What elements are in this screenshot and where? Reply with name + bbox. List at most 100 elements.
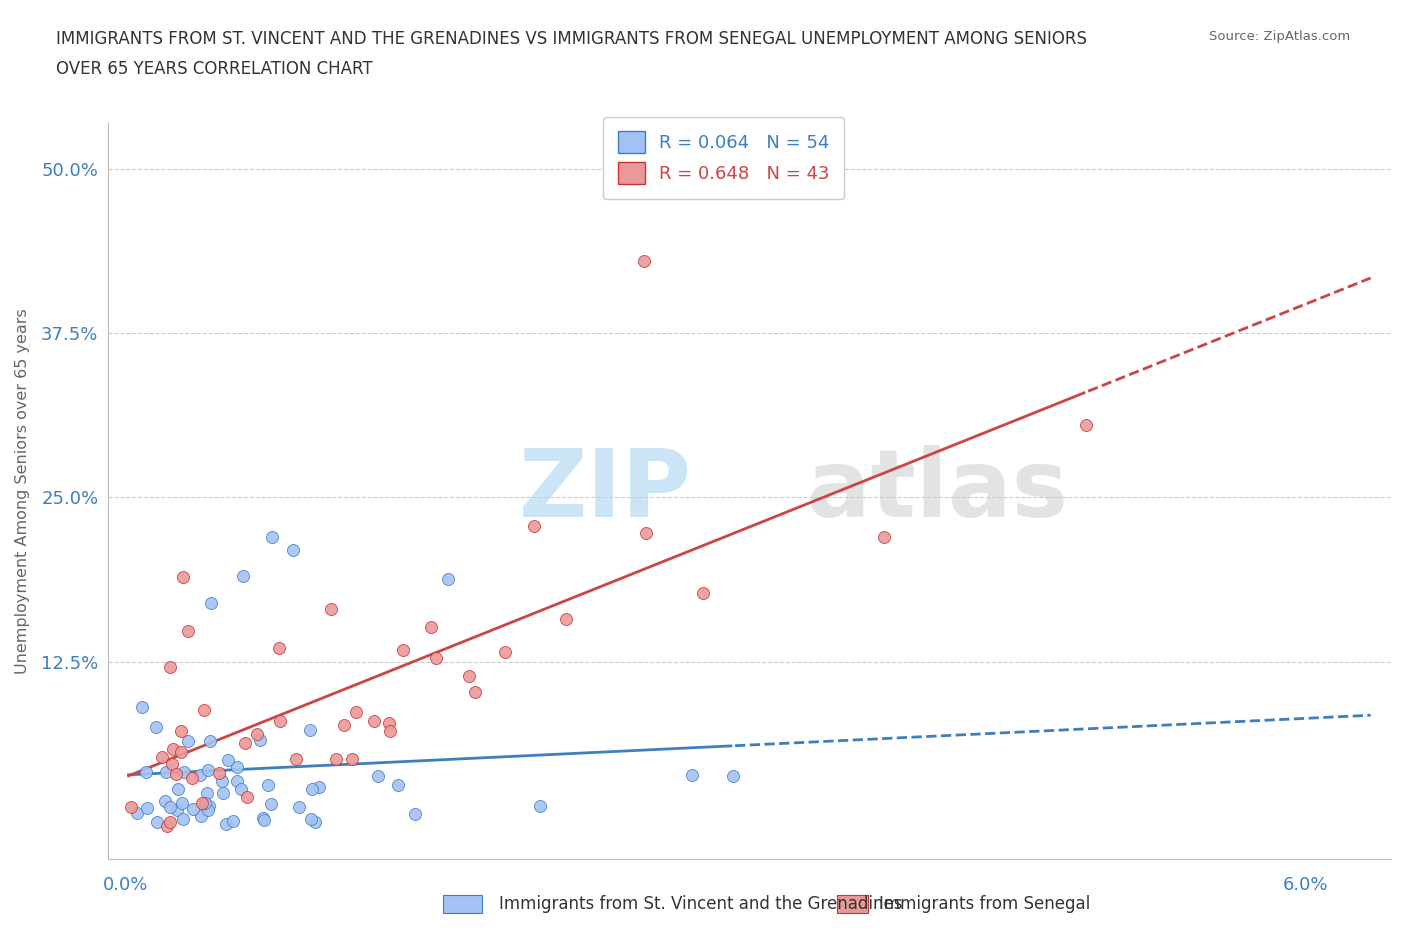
Point xyxy=(287,800,309,815)
Point xyxy=(436,572,458,587)
Text: Immigrants from St. Vincent and the Grenadines: Immigrants from St. Vincent and the Gren… xyxy=(499,895,903,913)
Point xyxy=(523,519,546,534)
Point xyxy=(135,764,157,779)
Legend: R = 0.064   N = 54, R = 0.648   N = 43: R = 0.064 N = 54, R = 0.648 N = 43 xyxy=(603,117,845,199)
Point xyxy=(198,734,221,749)
Point xyxy=(633,253,655,268)
Point xyxy=(135,801,157,816)
Point xyxy=(340,751,363,766)
Point xyxy=(378,723,401,737)
Text: Source: ZipAtlas.com: Source: ZipAtlas.com xyxy=(1209,30,1350,43)
Point xyxy=(325,751,347,766)
Point xyxy=(217,752,239,767)
Point xyxy=(269,713,291,728)
Point xyxy=(214,817,236,831)
Point xyxy=(166,803,188,817)
Text: OVER 65 YEARS CORRELATION CHART: OVER 65 YEARS CORRELATION CHART xyxy=(56,60,373,78)
Text: 6.0%: 6.0% xyxy=(1284,876,1329,895)
Point xyxy=(225,774,247,789)
Point xyxy=(634,525,657,540)
Point xyxy=(260,529,283,544)
Point xyxy=(873,529,896,544)
Point xyxy=(167,781,190,796)
Point xyxy=(120,799,142,814)
Point xyxy=(344,705,367,720)
Text: ZIP: ZIP xyxy=(519,445,692,537)
Point xyxy=(281,542,304,557)
Point xyxy=(387,777,409,792)
Point xyxy=(308,779,330,794)
Point xyxy=(145,719,167,734)
Point xyxy=(229,782,252,797)
Point xyxy=(170,724,193,738)
Point xyxy=(333,718,356,733)
Point xyxy=(721,768,744,783)
Point xyxy=(160,757,183,772)
Text: IMMIGRANTS FROM ST. VINCENT AND THE GRENADINES VS IMMIGRANTS FROM SENEGAL UNEMPL: IMMIGRANTS FROM ST. VINCENT AND THE GREN… xyxy=(56,30,1087,47)
Point xyxy=(304,815,326,830)
Point xyxy=(194,795,217,810)
Point xyxy=(692,586,714,601)
Point xyxy=(225,760,247,775)
Point xyxy=(170,795,193,810)
Point xyxy=(211,774,233,789)
Point xyxy=(252,811,274,826)
Point xyxy=(181,802,204,817)
Point xyxy=(246,726,269,741)
Point xyxy=(1076,418,1098,432)
Point xyxy=(529,799,551,814)
Text: atlas: atlas xyxy=(807,445,1069,537)
Point xyxy=(425,651,447,666)
Point xyxy=(162,741,184,756)
Point xyxy=(159,660,181,675)
Point xyxy=(494,644,516,659)
Text: 0.0%: 0.0% xyxy=(103,876,148,895)
Point xyxy=(150,750,173,764)
Point xyxy=(269,640,291,655)
Point xyxy=(363,713,385,728)
Point xyxy=(211,786,233,801)
Point xyxy=(404,806,426,821)
Point xyxy=(173,764,195,779)
Point xyxy=(285,751,308,766)
Point xyxy=(419,619,441,634)
Point xyxy=(146,815,169,830)
Point xyxy=(181,770,204,785)
Point xyxy=(193,702,215,717)
Point xyxy=(301,781,323,796)
Point xyxy=(298,723,321,737)
Point xyxy=(165,766,187,781)
Point xyxy=(195,786,218,801)
Point xyxy=(197,803,219,817)
Point xyxy=(207,766,229,781)
Point xyxy=(159,800,181,815)
Point xyxy=(464,684,486,699)
Point xyxy=(392,643,415,658)
Y-axis label: Unemployment Among Seniors over 65 years: Unemployment Among Seniors over 65 years xyxy=(15,308,30,673)
Point xyxy=(197,763,219,777)
Point xyxy=(155,794,177,809)
Point xyxy=(190,809,212,824)
Point xyxy=(172,811,194,826)
Point xyxy=(235,789,257,804)
Point xyxy=(555,612,578,627)
Point xyxy=(177,623,200,638)
Point xyxy=(233,736,256,751)
Point xyxy=(131,699,153,714)
Point xyxy=(159,815,181,830)
Point xyxy=(457,669,479,684)
Point xyxy=(249,733,271,748)
Point xyxy=(127,806,149,821)
Point xyxy=(177,734,200,749)
Text: Immigrants from Senegal: Immigrants from Senegal xyxy=(879,895,1090,913)
Point xyxy=(299,811,322,826)
Point xyxy=(232,569,254,584)
Point xyxy=(222,814,245,829)
Point xyxy=(198,799,221,814)
Point xyxy=(191,796,214,811)
Point xyxy=(170,745,193,760)
Point xyxy=(377,716,399,731)
Point xyxy=(319,602,342,617)
Point xyxy=(172,569,194,584)
Point xyxy=(188,767,211,782)
